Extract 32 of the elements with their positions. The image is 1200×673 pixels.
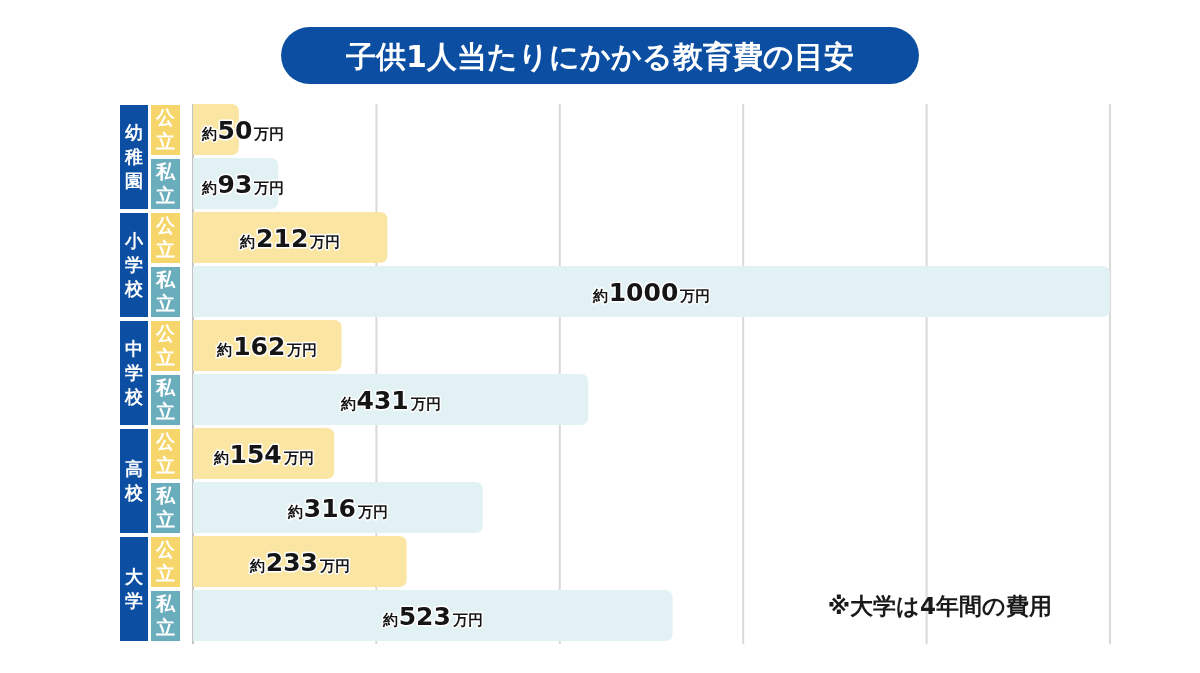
series-label: 私立	[151, 375, 180, 425]
series-label: 私立	[151, 483, 180, 533]
data-label: 約212万円	[239, 223, 341, 253]
y-tick-label: 幼稚園	[124, 121, 143, 191]
series-label: 公立	[151, 321, 180, 371]
series-label: 私立	[151, 159, 180, 209]
y-tick-label: 高校	[120, 429, 148, 533]
y-tick-label: 小学校	[124, 229, 144, 299]
series-label: 公立	[151, 537, 180, 587]
series-label: 公立	[151, 213, 180, 263]
data-label: 約93万円	[200, 169, 285, 199]
y-tick-label: 高校	[124, 457, 144, 503]
y-tick-label: 小学校	[120, 213, 148, 317]
y-tick-label: 大学	[120, 537, 148, 641]
bar	[193, 590, 673, 641]
data-label: 約1000万円	[591, 277, 711, 307]
title: 子供1人当たりにかかる教育費の目安	[281, 27, 919, 84]
y-tick-label: 幼稚園	[120, 105, 148, 209]
bar	[193, 374, 589, 425]
bar	[193, 266, 1110, 317]
data-label: 約50万円	[200, 115, 285, 145]
chart-title: 子供1人当たりにかかる教育費の目安	[345, 38, 854, 74]
series-label: 公立	[151, 429, 180, 479]
data-label: 約154万円	[212, 439, 314, 469]
series-label: 私立	[151, 267, 180, 317]
series-label: 私立	[151, 591, 180, 641]
annotations: ※大学は4年間の費用	[827, 593, 1052, 619]
series-label: 公立	[151, 105, 180, 155]
y-tick-label: 大学	[124, 565, 144, 611]
y-tick-label: 中学校	[120, 321, 148, 425]
y-tick-label: 中学校	[124, 337, 144, 407]
data-label: 約316万円	[286, 493, 388, 523]
